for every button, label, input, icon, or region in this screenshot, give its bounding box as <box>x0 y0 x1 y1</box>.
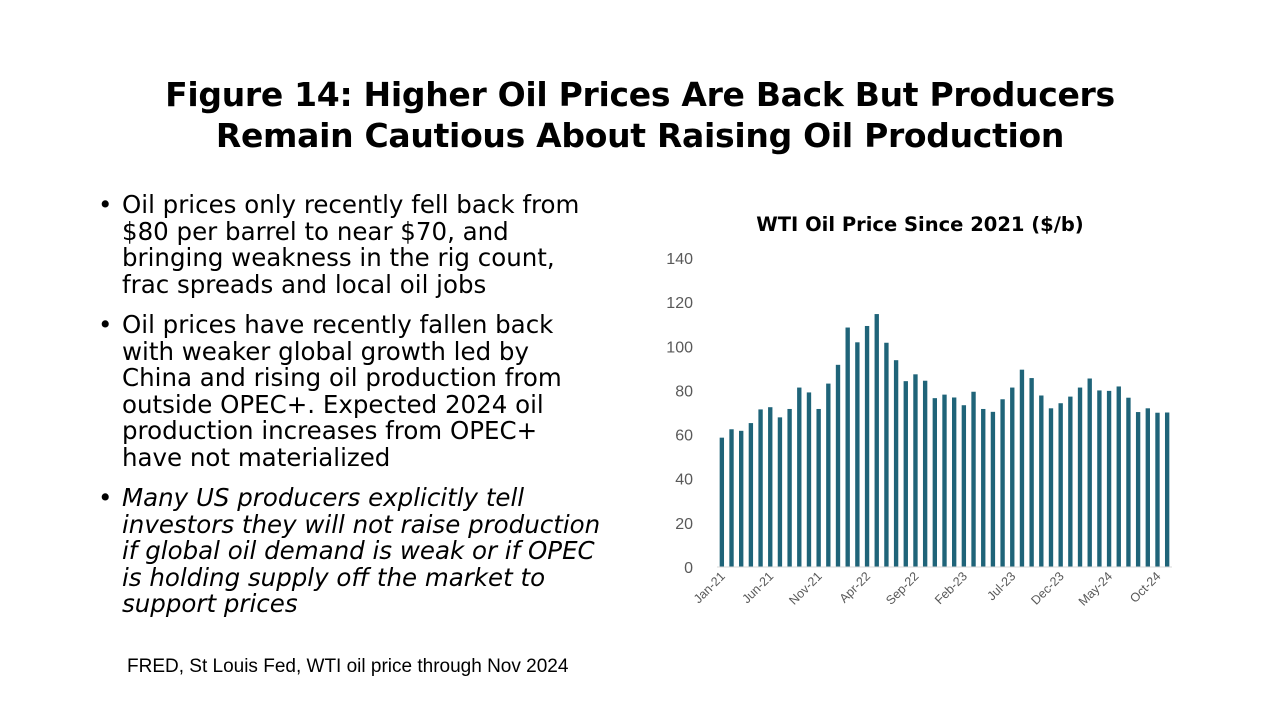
bar-Apr-24 <box>1097 390 1102 567</box>
bar-Feb-22 <box>845 327 850 567</box>
bar-Aug-21 <box>787 408 792 567</box>
bullet-list: Oil prices only recently fell back from$… <box>96 190 636 632</box>
bar-Mar-21 <box>739 430 744 567</box>
x-tick-label: Jun-21 <box>739 569 776 606</box>
slide-title-line-1: Figure 14: Higher Oil Prices Are Back Bu… <box>165 75 1115 114</box>
bullet-item: Oil prices only recently fell back from$… <box>96 190 636 299</box>
y-tick-label: 140 <box>666 251 693 268</box>
bar-Nov-23 <box>1048 408 1054 567</box>
bullet-line: if global oil demand is weak or if OPEC <box>122 536 595 565</box>
bar-Aug-24 <box>1135 412 1141 567</box>
bar-Dec-21 <box>826 383 831 567</box>
bullet-line: China and rising oil production from <box>122 363 562 392</box>
bar-May-21 <box>758 409 763 567</box>
x-tick-label: Jul-23 <box>984 569 1018 603</box>
bar-Nov-21 <box>816 408 821 567</box>
bar-Dec-22 <box>942 394 947 567</box>
bar-Mar-24 <box>1087 378 1092 567</box>
bar-Sep-21 <box>797 387 802 567</box>
bar-Jun-23 <box>1000 399 1005 567</box>
bar-May-24 <box>1106 390 1112 567</box>
x-tick-label: Apr-22 <box>837 569 873 605</box>
bar-May-22 <box>874 314 879 567</box>
y-tick-label: 0 <box>684 560 693 577</box>
y-tick-label: 20 <box>675 516 693 533</box>
bar-Jan-23 <box>952 397 957 567</box>
x-tick-label: Feb-23 <box>932 569 970 607</box>
bullet-line: outside OPEC+. Expected 2024 oil <box>122 389 544 419</box>
y-tick-label: 120 <box>666 295 693 312</box>
x-tick-label: May-24 <box>1076 569 1115 608</box>
bar-Oct-23 <box>1039 395 1044 567</box>
bar-Sep-22 <box>913 374 918 567</box>
bar-Aug-22 <box>903 381 908 567</box>
bar-Feb-24 <box>1077 387 1083 567</box>
x-tick-label: Dec-23 <box>1028 569 1066 607</box>
bar-May-23 <box>990 411 996 567</box>
y-tick-label: 40 <box>675 472 693 489</box>
x-tick-label: Jan-21 <box>691 569 728 606</box>
bullet-line: is holding supply off the market to <box>122 562 546 592</box>
bar-Jan-21 <box>719 437 725 567</box>
bullet-line: Oil prices only recently fell back from <box>122 190 580 219</box>
bar-Jan-22 <box>835 364 841 567</box>
wti-oil-price-chart: 0 20 40 60 80 100 120 140 Jan-21 Jun-21 Nov-21 Apr-… <box>666 251 1172 609</box>
bar-Aug-23 <box>1019 369 1025 567</box>
bullet-item: Oil prices have recently fallen backwith… <box>96 310 636 472</box>
slide-title-line-2: Remain Cautious About Raising Oil Produc… <box>215 116 1065 155</box>
chart-title: WTI Oil Price Since 2021 ($/b) <box>756 213 1084 236</box>
bullet-line: Many US producers explicitly tell <box>122 483 525 512</box>
bar-Jan-24 <box>1068 396 1073 567</box>
bullet-line: support prices <box>122 589 298 618</box>
bar-Feb-21 <box>729 429 734 567</box>
bar-Nov-22 <box>932 398 937 567</box>
bar-Sep-24 <box>1145 408 1150 567</box>
bullet-line: production increases from OPEC+ <box>122 416 538 445</box>
bar-Oct-21 <box>806 392 812 567</box>
bullet-item: Many US producers explicitly tellinvesto… <box>96 483 636 618</box>
bar-Jul-22 <box>893 360 899 567</box>
bar-Mar-22 <box>855 342 860 567</box>
y-tick-label: 80 <box>675 383 693 400</box>
bar-Jun-21 <box>768 407 773 567</box>
bar-Apr-21 <box>748 423 754 567</box>
bullet-line: Oil prices have recently fallen back <box>122 310 554 339</box>
bar-Jul-24 <box>1126 397 1131 567</box>
source-note: FRED, St Louis Fed, WTI oil price throug… <box>127 656 569 677</box>
slide-title: Figure 14: Higher Oil Prices Are Back Bu… <box>0 74 1280 156</box>
x-tick-label: Nov-21 <box>786 569 824 607</box>
bar-Sep-23 <box>1029 378 1034 567</box>
bullet-line: $80 per barrel to near $70, and <box>122 216 509 246</box>
x-tick-label: Sep-22 <box>883 569 921 607</box>
y-tick-label: 100 <box>666 339 693 356</box>
y-tick-label: 60 <box>675 428 693 445</box>
bar-Jul-21 <box>777 417 783 567</box>
bar-Oct-22 <box>922 380 928 567</box>
bar-Jun-22 <box>884 342 889 567</box>
bar-Jun-24 <box>1116 386 1121 567</box>
bullet-line: have not materialized <box>122 442 391 472</box>
bar-Apr-23 <box>981 408 986 567</box>
bar-Nov-24 <box>1164 412 1170 567</box>
bullet-line: bringing weakness in the rig count, <box>122 243 555 272</box>
bullet-line: frac spreads and local oil jobs <box>122 269 487 299</box>
bullet-line: with weaker global growth led by <box>122 336 529 366</box>
bullet-line: investors they will not raise production <box>122 509 601 539</box>
bar-Oct-24 <box>1155 412 1160 567</box>
bar-Mar-23 <box>971 391 976 567</box>
bar-Dec-23 <box>1058 403 1063 567</box>
bar-Feb-23 <box>961 405 967 567</box>
bar-Jul-23 <box>1010 387 1015 567</box>
bar-Apr-22 <box>864 325 870 567</box>
x-tick-label: Oct-24 <box>1127 569 1163 605</box>
